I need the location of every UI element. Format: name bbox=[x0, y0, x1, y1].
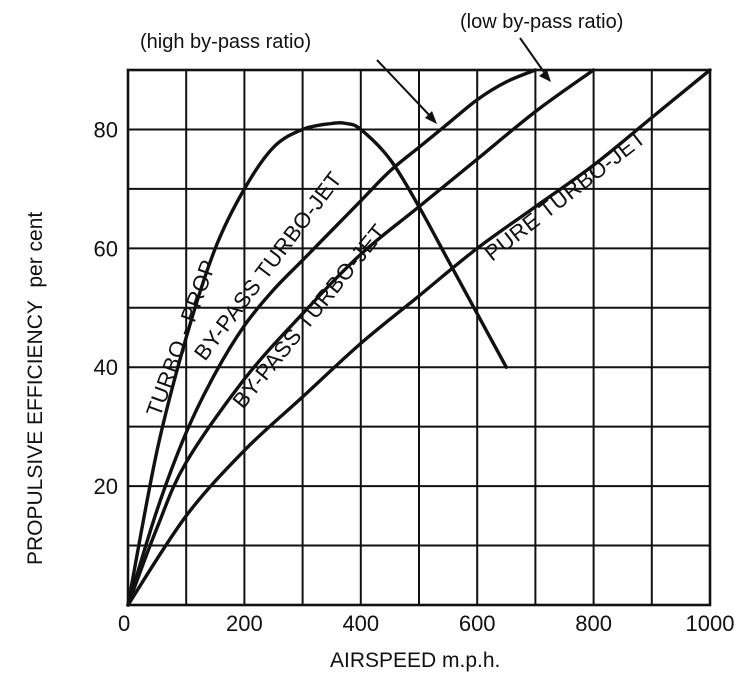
tick-labels: 0 200 400 600 800 1000 20 40 60 80 bbox=[94, 117, 735, 636]
y-axis-title-main: PROPULSIVE EFFICIENCY bbox=[24, 300, 47, 565]
arrowhead-high-bypass bbox=[425, 111, 437, 124]
y-tick-label: 20 bbox=[94, 474, 118, 499]
low-bypass-turbo-jet-curve bbox=[126, 68, 596, 607]
x-tick-label: 0 bbox=[118, 611, 130, 636]
y-axis-title-unit: per cent bbox=[24, 212, 47, 288]
y-axis-title: PROPULSIVE EFFICIENCY per cent bbox=[24, 212, 47, 565]
arrow-high-bypass bbox=[376, 59, 433, 119]
label-pure-turbo-jet: PURE TURBO-JET bbox=[480, 125, 651, 266]
x-tick-label: 1000 bbox=[686, 611, 735, 636]
plot-frame bbox=[126, 68, 712, 607]
y-tick-label: 40 bbox=[94, 355, 118, 380]
x-axis-title: AIRSPEED m.p.h. bbox=[330, 649, 500, 672]
arrow-low-bypass bbox=[519, 37, 547, 76]
y-tick-label: 80 bbox=[94, 117, 118, 142]
x-tick-label: 800 bbox=[575, 611, 612, 636]
x-tick-label: 600 bbox=[459, 611, 496, 636]
y-tick-label: 60 bbox=[94, 236, 118, 261]
arrowhead-low-bypass bbox=[539, 70, 551, 82]
annotation-high-bypass: (high by-pass ratio) bbox=[140, 31, 311, 53]
annotation-low-bypass: (low by-pass ratio) bbox=[460, 11, 623, 33]
curves bbox=[126, 68, 712, 607]
turbo-prop-curve bbox=[126, 121, 508, 607]
pure-turbo-jet-curve bbox=[126, 68, 712, 607]
x-tick-label: 400 bbox=[342, 611, 379, 636]
high-bypass-turbo-jet-curve bbox=[126, 68, 538, 607]
x-tick-label: 200 bbox=[226, 611, 263, 636]
